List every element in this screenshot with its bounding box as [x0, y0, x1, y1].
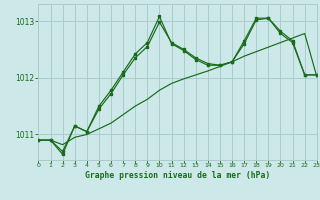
X-axis label: Graphe pression niveau de la mer (hPa): Graphe pression niveau de la mer (hPa): [85, 171, 270, 180]
